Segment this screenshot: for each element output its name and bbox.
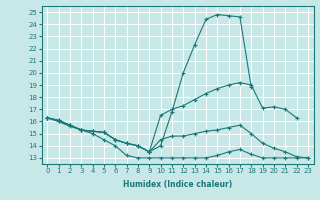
X-axis label: Humidex (Indice chaleur): Humidex (Indice chaleur): [123, 180, 232, 189]
